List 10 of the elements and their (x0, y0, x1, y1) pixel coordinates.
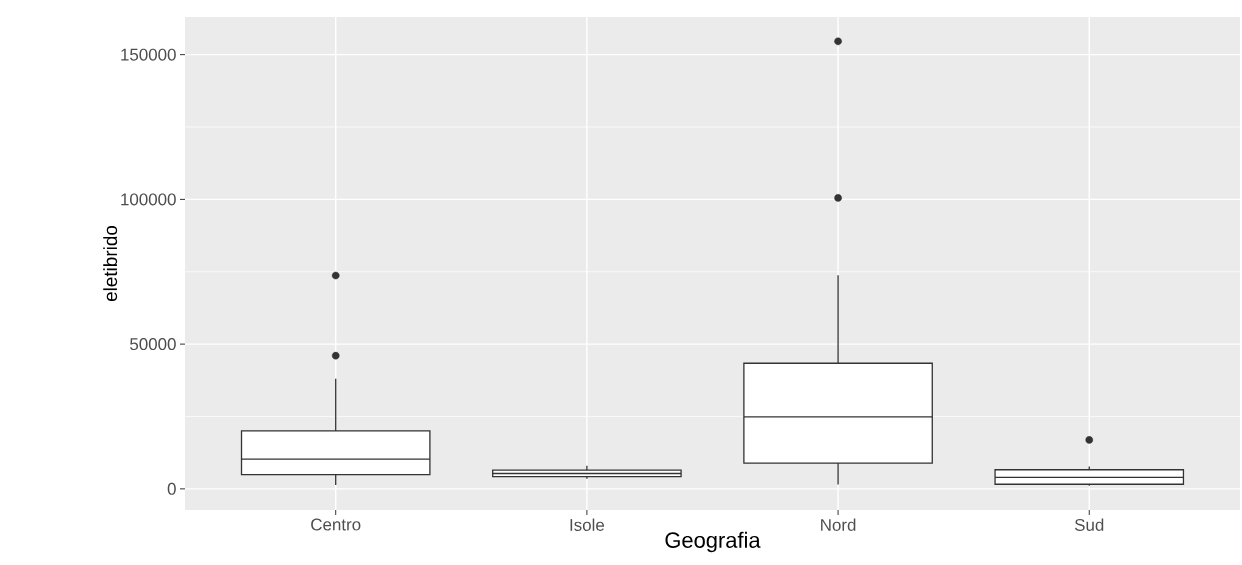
y-tick-label: 0 (167, 482, 176, 495)
x-tick-label: Centro (311, 518, 361, 531)
y-axis-title: eletibrido (103, 225, 118, 302)
y-tick-label: 150000 (121, 48, 176, 61)
x-tick-label: Sud (1074, 518, 1104, 531)
x-tick-label: Nord (821, 518, 856, 531)
y-tick-label: 100000 (121, 193, 176, 206)
x-axis-title: Geografia (665, 531, 761, 553)
y-tick-label: 50000 (130, 338, 176, 351)
x-tick-label: Isole (570, 518, 605, 531)
